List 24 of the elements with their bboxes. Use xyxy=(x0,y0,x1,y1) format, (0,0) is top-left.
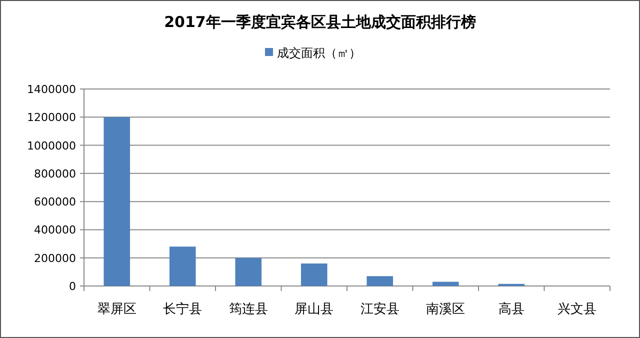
x-tick-label: 筠连县 xyxy=(228,302,268,317)
bar xyxy=(235,258,262,286)
x-tick-label: 翠屏区 xyxy=(97,302,136,317)
y-tick-label: 1200000 xyxy=(27,111,76,124)
y-tick-label: 400000 xyxy=(34,224,76,237)
legend: 成交面积（㎡） xyxy=(265,46,361,60)
x-tick-label: 兴文县 xyxy=(558,302,597,317)
bar xyxy=(300,263,328,286)
y-tick-label: 0 xyxy=(69,280,76,293)
bar xyxy=(366,276,394,286)
bar xyxy=(104,117,130,286)
y-tick-label: 600000 xyxy=(34,196,76,209)
bar xyxy=(169,246,196,286)
x-tick-label: 南溪区 xyxy=(426,302,466,317)
y-tick-label: 1400000 xyxy=(27,83,76,96)
y-tick-label: 1000000 xyxy=(27,139,76,152)
chart-title: 2017年一季度宜宾各区县土地成交面积排行榜 xyxy=(164,13,476,31)
x-tick-label: 屏山县 xyxy=(294,302,334,317)
bar xyxy=(432,282,459,286)
x-tick-label: 江安县 xyxy=(360,301,400,317)
y-tick-label: 200000 xyxy=(34,252,76,265)
x-tick-label: 高县 xyxy=(498,301,524,317)
x-tick-label: 长宁县 xyxy=(163,301,202,317)
y-tick-label: 800000 xyxy=(34,167,76,180)
